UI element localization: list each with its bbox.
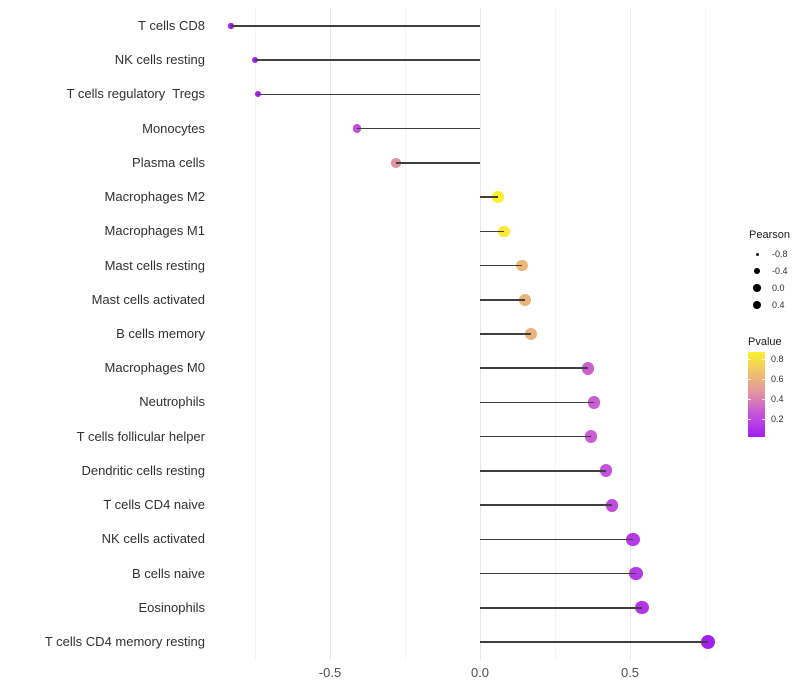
category-label: B cells memory — [116, 325, 205, 341]
lollipop-stem — [480, 230, 504, 233]
size-legend-label: 0.4 — [772, 300, 785, 310]
category-label: Plasma cells — [132, 154, 205, 170]
category-label: Dendritic cells resting — [81, 462, 205, 478]
plot-panel — [208, 8, 718, 660]
category-label: Neutrophils — [139, 394, 205, 410]
colorbar-tick — [762, 398, 765, 400]
lollipop-stem — [480, 572, 636, 575]
gridline-minor — [705, 8, 706, 660]
lollipop-stem — [396, 162, 480, 164]
category-label: Macrophages M1 — [104, 223, 205, 239]
colorbar-tick — [748, 359, 751, 361]
colorbar-label: 0.4 — [771, 393, 784, 404]
gridline-major — [630, 8, 631, 660]
colorbar-tick — [748, 379, 751, 381]
lollipop-stem — [480, 333, 531, 335]
data-point — [254, 91, 261, 98]
category-label: Mast cells resting — [104, 257, 205, 273]
gridline-major — [330, 8, 331, 660]
colorbar-label: 0.6 — [771, 374, 784, 385]
x-tick-label: -0.5 — [318, 665, 342, 680]
category-label: NK cells resting — [114, 52, 205, 68]
pvalue-colorbar — [748, 352, 765, 437]
x-tick-label: 0.0 — [470, 665, 490, 680]
category-label: Macrophages M2 — [104, 189, 205, 205]
x-tick-label: 0.5 — [620, 665, 640, 680]
category-label: T cells CD4 memory resting — [44, 633, 205, 649]
colorbar-tick — [762, 359, 765, 361]
category-label: Monocytes — [142, 120, 205, 136]
lollipop-stem — [231, 25, 480, 27]
lollipop-stem — [480, 607, 642, 609]
colorbar-label: 0.8 — [771, 354, 784, 365]
size-legend-dot — [753, 284, 761, 292]
category-label: Macrophages M0 — [104, 360, 205, 376]
lollipop-stem — [480, 299, 525, 301]
data-point — [228, 23, 234, 29]
lollipop-stem — [480, 470, 606, 472]
lollipop-stem — [480, 504, 612, 506]
size-legend-dot — [754, 268, 760, 274]
colorbar-tick — [762, 418, 765, 420]
size-legend-dot — [755, 252, 759, 256]
gridline-minor — [405, 8, 406, 660]
lollipop-stem — [480, 641, 708, 643]
data-point — [252, 57, 258, 64]
lollipop-stem — [480, 264, 522, 267]
data-point — [352, 124, 362, 133]
category-label: Eosinophils — [138, 599, 206, 615]
lollipop-stem — [357, 127, 480, 130]
size-legend-label: -0.4 — [772, 266, 788, 276]
colorbar-tick — [762, 379, 765, 381]
category-label: T cells CD4 naive — [103, 497, 205, 513]
category-label: Mast cells activated — [91, 291, 205, 307]
category-label: B cells naive — [132, 565, 205, 581]
category-label: NK cells activated — [101, 531, 205, 547]
size-legend-title: Pearson — [749, 229, 790, 241]
category-label: T cells follicular helper — [76, 428, 205, 444]
data-point — [391, 158, 401, 168]
gridline-minor — [555, 8, 556, 660]
colorbar-label: 0.2 — [771, 413, 784, 424]
size-legend-dot — [752, 300, 762, 310]
lollipop-stem — [480, 401, 594, 404]
size-legend-label: -0.8 — [772, 249, 788, 259]
lollipop-stem — [480, 196, 498, 198]
colorbar-tick — [748, 418, 751, 420]
lollipop-stem — [255, 59, 480, 61]
color-legend-title: Pvalue — [748, 336, 782, 348]
gridline-minor — [255, 8, 256, 660]
lollipop-stem — [480, 435, 591, 438]
colorbar-tick — [748, 398, 751, 400]
category-label: T cells CD8 — [138, 18, 205, 33]
lollipop-stem — [258, 93, 480, 96]
category-label: T cells regulatory Tregs — [66, 86, 205, 102]
lollipop-stem — [480, 367, 588, 369]
lollipop-stem — [480, 538, 633, 541]
size-legend-label: 0.0 — [772, 283, 785, 293]
